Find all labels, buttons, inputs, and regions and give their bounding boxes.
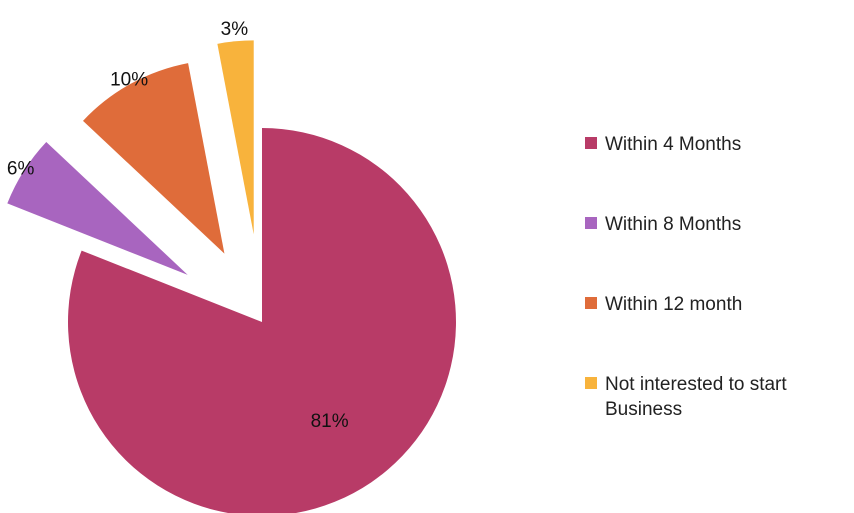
pie-slice-within-12-month [83,63,225,254]
slice-data-label: 10% [110,70,148,91]
pie-slice-within-8-months [7,142,188,275]
pie-slice-within-4-months [68,128,456,513]
legend-swatch [585,377,597,389]
legend-swatch [585,137,597,149]
legend-item-within-4-months: Within 4 Months [585,132,853,212]
slice-data-label: 6% [7,158,35,179]
legend-item-within-12-month: Within 12 month [585,292,853,372]
pie-slice-not-interested-to-start-business [217,40,254,235]
legend-label: Not interested to start Business [605,374,787,420]
slice-data-label: 3% [221,19,249,40]
legend-item-within-8-months: Within 8 Months [585,212,853,292]
legend-item-not-interested: Not interested to start Business [585,372,853,432]
slice-data-label: 81% [311,411,349,432]
legend: Within 4 Months Within 8 Months Within 1… [585,132,853,432]
legend-label: Within 8 Months [605,214,742,235]
legend-label: Within 4 Months [605,134,742,155]
legend-swatch [585,297,597,309]
legend-label: Within 12 month [605,294,743,315]
legend-swatch [585,217,597,229]
